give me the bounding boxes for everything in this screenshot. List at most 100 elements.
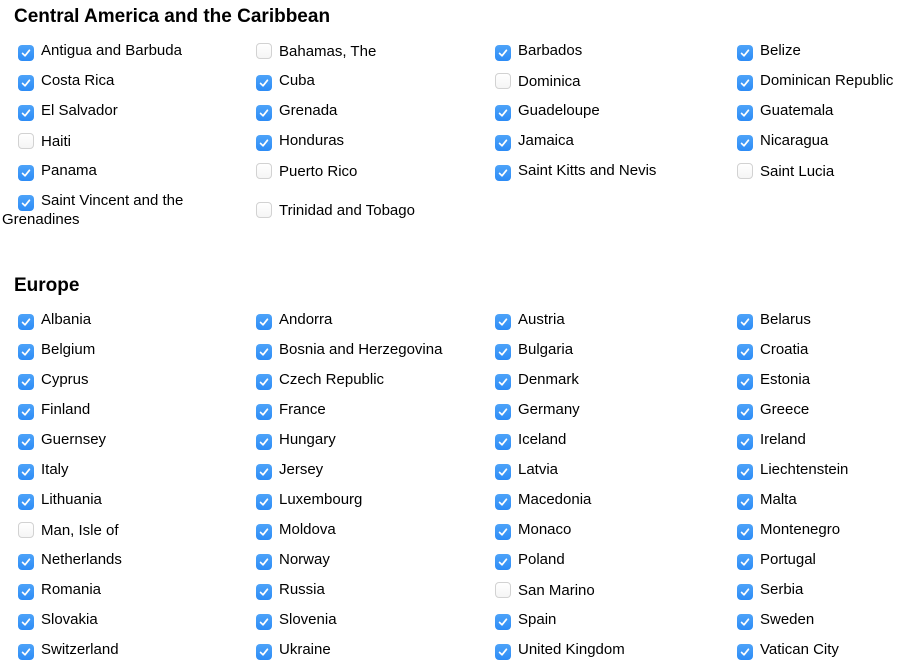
country-checkbox-item-finland[interactable]: Finland <box>2 401 240 420</box>
checkbox-checked-icon[interactable] <box>256 374 272 390</box>
country-checkbox-item-guatemala[interactable]: Guatemala <box>721 102 900 121</box>
checkbox-checked-icon[interactable] <box>256 644 272 660</box>
checkbox-checked-icon[interactable] <box>256 344 272 360</box>
country-checkbox-item-man-isle-of[interactable]: Man, Isle of <box>2 521 240 540</box>
country-checkbox-item-saint-lucia[interactable]: Saint Lucia <box>721 162 900 181</box>
checkbox-checked-icon[interactable] <box>18 644 34 660</box>
country-checkbox-item-honduras[interactable]: Honduras <box>240 132 479 151</box>
checkbox-checked-icon[interactable] <box>256 614 272 630</box>
checkbox-checked-icon[interactable] <box>737 614 753 630</box>
checkbox-checked-icon[interactable] <box>737 644 753 660</box>
country-checkbox-item-greece[interactable]: Greece <box>721 401 900 420</box>
checkbox-checked-icon[interactable] <box>18 45 34 61</box>
country-checkbox-item-latvia[interactable]: Latvia <box>479 461 721 480</box>
checkbox-unchecked-icon[interactable] <box>495 581 511 598</box>
country-checkbox-item-italy[interactable]: Italy <box>2 461 240 480</box>
country-checkbox-item-trinidad-and-tobago[interactable]: Trinidad and Tobago <box>240 201 479 220</box>
country-checkbox-item-hungary[interactable]: Hungary <box>240 431 479 450</box>
country-checkbox-item-macedonia[interactable]: Macedonia <box>479 491 721 510</box>
country-checkbox-item-denmark[interactable]: Denmark <box>479 371 721 390</box>
country-checkbox-item-netherlands[interactable]: Netherlands <box>2 551 240 570</box>
checkbox-checked-icon[interactable] <box>256 404 272 420</box>
country-checkbox-item-guadeloupe[interactable]: Guadeloupe <box>479 102 721 121</box>
country-checkbox-item-nicaragua[interactable]: Nicaragua <box>721 132 900 151</box>
checkbox-checked-icon[interactable] <box>256 314 272 330</box>
country-checkbox-item-grenada[interactable]: Grenada <box>240 102 479 121</box>
checkbox-checked-icon[interactable] <box>18 464 34 480</box>
checkbox-checked-icon[interactable] <box>737 374 753 390</box>
country-checkbox-item-el-salvador[interactable]: El Salvador <box>2 102 240 121</box>
checkbox-checked-icon[interactable] <box>256 584 272 600</box>
country-checkbox-item-bahamas-the[interactable]: Bahamas, The <box>240 42 479 61</box>
country-checkbox-item-andorra[interactable]: Andorra <box>240 311 479 330</box>
country-checkbox-item-dominica[interactable]: Dominica <box>479 72 721 91</box>
country-checkbox-item-puerto-rico[interactable]: Puerto Rico <box>240 162 479 181</box>
checkbox-checked-icon[interactable] <box>737 584 753 600</box>
checkbox-checked-icon[interactable] <box>256 464 272 480</box>
country-checkbox-item-czech-republic[interactable]: Czech Republic <box>240 371 479 390</box>
country-checkbox-item-jamaica[interactable]: Jamaica <box>479 132 721 151</box>
checkbox-checked-icon[interactable] <box>495 45 511 61</box>
country-checkbox-item-bulgaria[interactable]: Bulgaria <box>479 341 721 360</box>
checkbox-checked-icon[interactable] <box>18 344 34 360</box>
checkbox-checked-icon[interactable] <box>737 314 753 330</box>
checkbox-checked-icon[interactable] <box>737 344 753 360</box>
checkbox-unchecked-icon[interactable] <box>495 72 511 89</box>
checkbox-checked-icon[interactable] <box>18 614 34 630</box>
checkbox-unchecked-icon[interactable] <box>256 201 272 218</box>
checkbox-checked-icon[interactable] <box>18 195 34 211</box>
checkbox-checked-icon[interactable] <box>495 165 511 181</box>
country-checkbox-item-romania[interactable]: Romania <box>2 581 240 600</box>
checkbox-unchecked-icon[interactable] <box>256 162 272 179</box>
checkbox-checked-icon[interactable] <box>737 135 753 151</box>
checkbox-unchecked-icon[interactable] <box>256 42 272 59</box>
checkbox-checked-icon[interactable] <box>737 434 753 450</box>
country-checkbox-item-united-kingdom[interactable]: United Kingdom <box>479 641 721 660</box>
country-checkbox-item-lithuania[interactable]: Lithuania <box>2 491 240 510</box>
country-checkbox-item-portugal[interactable]: Portugal <box>721 551 900 570</box>
country-checkbox-item-costa-rica[interactable]: Costa Rica <box>2 72 240 91</box>
checkbox-checked-icon[interactable] <box>256 494 272 510</box>
checkbox-checked-icon[interactable] <box>18 75 34 91</box>
country-checkbox-item-slovenia[interactable]: Slovenia <box>240 611 479 630</box>
checkbox-unchecked-icon[interactable] <box>737 162 753 179</box>
checkbox-checked-icon[interactable] <box>495 494 511 510</box>
country-checkbox-item-poland[interactable]: Poland <box>479 551 721 570</box>
checkbox-checked-icon[interactable] <box>737 524 753 540</box>
country-checkbox-item-estonia[interactable]: Estonia <box>721 371 900 390</box>
country-checkbox-item-bosnia-and-herzegovina[interactable]: Bosnia and Herzegovina <box>240 341 479 360</box>
checkbox-checked-icon[interactable] <box>495 614 511 630</box>
checkbox-checked-icon[interactable] <box>18 105 34 121</box>
checkbox-checked-icon[interactable] <box>18 374 34 390</box>
country-checkbox-item-cyprus[interactable]: Cyprus <box>2 371 240 390</box>
country-checkbox-item-belgium[interactable]: Belgium <box>2 341 240 360</box>
checkbox-unchecked-icon[interactable] <box>18 132 34 149</box>
checkbox-checked-icon[interactable] <box>256 135 272 151</box>
country-checkbox-item-austria[interactable]: Austria <box>479 311 721 330</box>
checkbox-unchecked-icon[interactable] <box>18 521 34 538</box>
country-checkbox-item-monaco[interactable]: Monaco <box>479 521 721 540</box>
country-checkbox-item-serbia[interactable]: Serbia <box>721 581 900 600</box>
checkbox-checked-icon[interactable] <box>495 314 511 330</box>
country-checkbox-item-norway[interactable]: Norway <box>240 551 479 570</box>
checkbox-checked-icon[interactable] <box>495 464 511 480</box>
checkbox-checked-icon[interactable] <box>256 75 272 91</box>
country-checkbox-item-spain[interactable]: Spain <box>479 611 721 630</box>
checkbox-checked-icon[interactable] <box>18 404 34 420</box>
country-checkbox-item-liechtenstein[interactable]: Liechtenstein <box>721 461 900 480</box>
checkbox-checked-icon[interactable] <box>737 105 753 121</box>
country-checkbox-item-saint-vincent-and-the-grenadines[interactable]: Saint Vincent and the Grenadines <box>2 192 240 229</box>
country-checkbox-item-croatia[interactable]: Croatia <box>721 341 900 360</box>
country-checkbox-item-switzerland[interactable]: Switzerland <box>2 641 240 660</box>
checkbox-checked-icon[interactable] <box>737 75 753 91</box>
country-checkbox-item-panama[interactable]: Panama <box>2 162 240 181</box>
checkbox-checked-icon[interactable] <box>495 404 511 420</box>
country-checkbox-item-albania[interactable]: Albania <box>2 311 240 330</box>
checkbox-checked-icon[interactable] <box>18 554 34 570</box>
country-checkbox-item-haiti[interactable]: Haiti <box>2 132 240 151</box>
country-checkbox-item-france[interactable]: France <box>240 401 479 420</box>
country-checkbox-item-iceland[interactable]: Iceland <box>479 431 721 450</box>
country-checkbox-item-saint-kitts-and-nevis[interactable]: Saint Kitts and Nevis <box>479 162 721 181</box>
country-checkbox-item-luxembourg[interactable]: Luxembourg <box>240 491 479 510</box>
country-checkbox-item-germany[interactable]: Germany <box>479 401 721 420</box>
